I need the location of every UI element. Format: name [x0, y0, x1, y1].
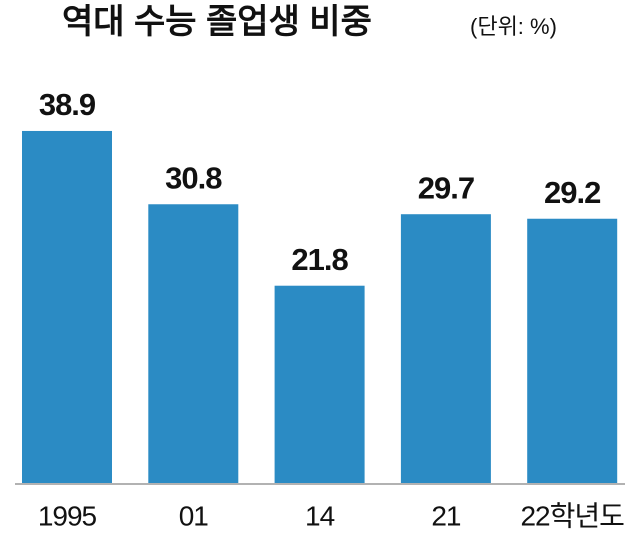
x-tick-label: 21 — [431, 500, 461, 531]
value-label: 29.7 — [418, 170, 474, 205]
chart-title: 역대 수능 졸업생 비중 — [62, 3, 372, 41]
x-tick-label: 01 — [179, 500, 209, 531]
value-label: 29.2 — [544, 175, 600, 210]
bar — [527, 218, 618, 484]
x-tick-label: 14 — [305, 500, 335, 531]
bar — [400, 214, 491, 483]
bar — [22, 130, 112, 483]
x-tick-label: 22학년도 — [520, 500, 624, 531]
value-label: 30.8 — [165, 160, 222, 195]
value-label: 21.8 — [291, 242, 348, 277]
bar — [274, 285, 365, 483]
x-tick-label: 1995 — [38, 500, 97, 531]
chart-subtitle: (단위: %) — [470, 14, 557, 39]
bar — [148, 204, 239, 483]
value-label: 38.9 — [39, 87, 96, 122]
